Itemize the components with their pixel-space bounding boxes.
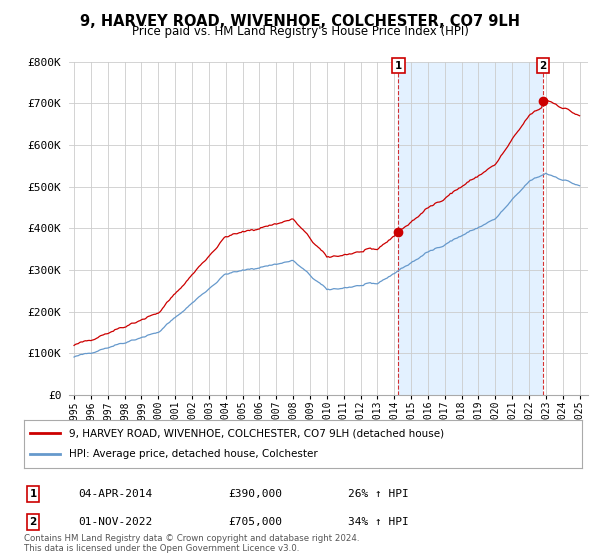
Text: 01-NOV-2022: 01-NOV-2022 (78, 517, 152, 527)
Text: 2: 2 (539, 61, 547, 71)
Text: 26% ↑ HPI: 26% ↑ HPI (348, 489, 409, 499)
Text: 9, HARVEY ROAD, WIVENHOE, COLCHESTER, CO7 9LH (detached house): 9, HARVEY ROAD, WIVENHOE, COLCHESTER, CO… (68, 428, 444, 438)
Text: 34% ↑ HPI: 34% ↑ HPI (348, 517, 409, 527)
Text: Contains HM Land Registry data © Crown copyright and database right 2024.
This d: Contains HM Land Registry data © Crown c… (24, 534, 359, 553)
Text: 9, HARVEY ROAD, WIVENHOE, COLCHESTER, CO7 9LH: 9, HARVEY ROAD, WIVENHOE, COLCHESTER, CO… (80, 14, 520, 29)
Bar (398, 62, 543, 395)
Text: 2: 2 (29, 517, 37, 527)
Text: Price paid vs. HM Land Registry's House Price Index (HPI): Price paid vs. HM Land Registry's House … (131, 25, 469, 38)
Text: 1: 1 (395, 61, 402, 71)
Text: £390,000: £390,000 (228, 489, 282, 499)
Text: HPI: Average price, detached house, Colchester: HPI: Average price, detached house, Colc… (68, 449, 317, 459)
Text: 1: 1 (29, 489, 37, 499)
Text: £705,000: £705,000 (228, 517, 282, 527)
Text: 04-APR-2014: 04-APR-2014 (78, 489, 152, 499)
